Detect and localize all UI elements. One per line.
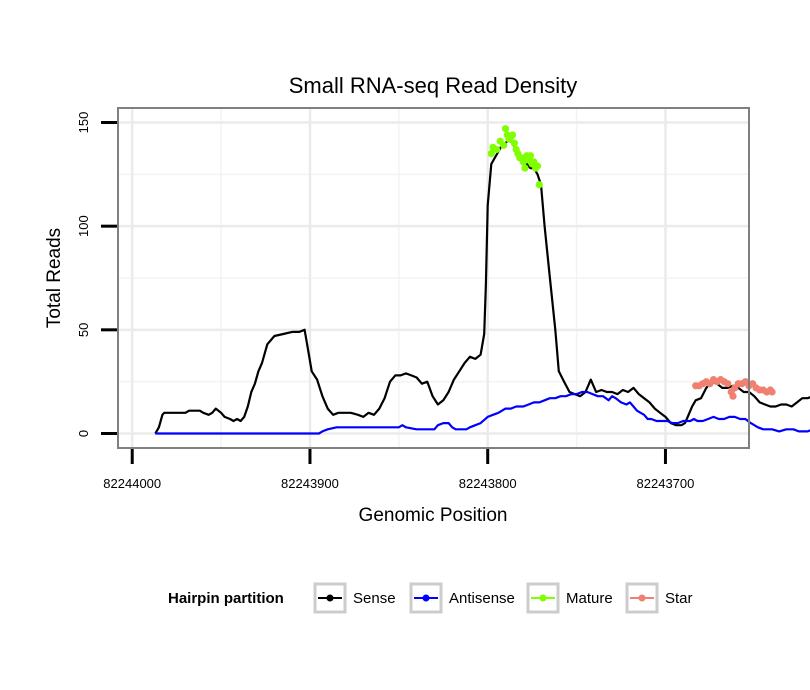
point-star [724, 380, 732, 388]
legend-key-dot-star [638, 594, 646, 602]
point-mature [493, 145, 501, 154]
point-mature [526, 152, 535, 160]
series-layer [154, 125, 810, 435]
x-tick-label: 82243800 [459, 476, 517, 491]
point-mature [500, 141, 508, 149]
x-axis: 82244000 82243900 82243800 82243700 [103, 449, 694, 491]
legend-key-dot-mature [539, 594, 547, 602]
chart-title: Small RNA-seq Read Density [289, 73, 578, 98]
y-tick-label: 100 [76, 215, 91, 237]
y-axis: 0 50 100 150 [76, 112, 117, 437]
point-mature [501, 125, 510, 133]
point-star [768, 388, 776, 396]
plot-panel-border [117, 107, 750, 449]
legend-label-sense: Sense [353, 590, 396, 607]
point-star [729, 392, 737, 400]
point-mature [508, 131, 517, 139]
legend-label-star: Star [665, 590, 693, 607]
x-tick-label: 82243900 [281, 476, 339, 491]
y-tick-label: 0 [76, 430, 91, 437]
legend-key-dot-antisense [422, 594, 430, 602]
legend-label-antisense: Antisense [449, 590, 515, 607]
series-line-antisense [155, 390, 810, 435]
y-tick-label: 50 [76, 323, 91, 337]
x-tick-label: 82243700 [637, 476, 695, 491]
y-axis-label: Total Reads [44, 228, 65, 328]
x-axis-label: Genomic Position [359, 505, 508, 526]
point-mature [487, 150, 495, 158]
point-mature [533, 162, 542, 170]
y-tick-label: 150 [76, 112, 91, 134]
legend: Hairpin partition Sense Antisense Mature St… [168, 582, 693, 614]
point-mature [510, 139, 518, 147]
grid-lines [118, 108, 749, 448]
point-mature [535, 181, 543, 189]
legend-title: Hairpin partition [168, 590, 284, 607]
point-mature [521, 164, 529, 172]
legend-key-dot-sense [326, 594, 334, 602]
legend-label-mature: Mature [566, 590, 613, 607]
x-tick-label: 82244000 [103, 476, 161, 491]
